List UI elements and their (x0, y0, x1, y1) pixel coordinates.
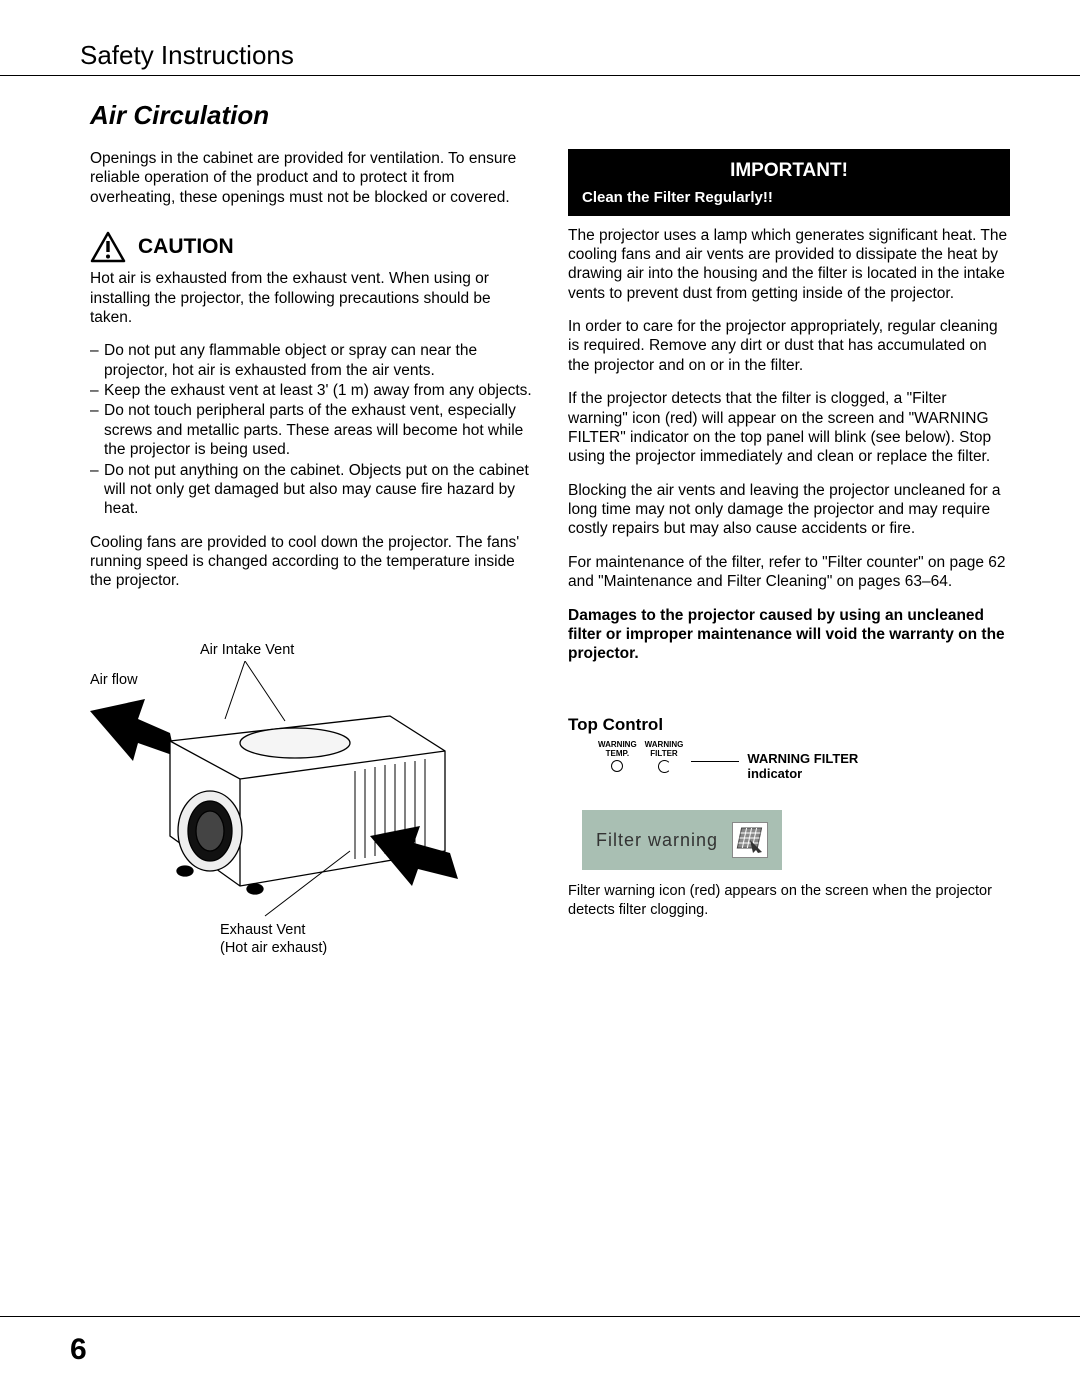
projector-svg (90, 661, 510, 961)
paragraph: In order to care for the projector appro… (568, 317, 1010, 375)
top-control-title: Top Control (568, 714, 1010, 735)
filter-warning-caption: Filter warning icon (red) appears on the… (568, 882, 1010, 920)
chapter-title: Safety Instructions (80, 40, 1010, 71)
paragraph: The projector uses a lamp which generate… (568, 226, 1010, 304)
two-column-layout: Openings in the cabinet are provided for… (90, 149, 1010, 981)
important-title: IMPORTANT! (582, 159, 996, 183)
section-title: Air Circulation (90, 100, 1010, 131)
warning-temp-indicator: WARNING TEMP. (598, 741, 637, 773)
filter-warning-text: Filter warning (596, 829, 718, 852)
paragraph: For maintenance of the filter, refer to … (568, 553, 1010, 592)
filter-warning-badge: Filter warning (582, 810, 782, 870)
projector-diagram: Air flow Air Intake Vent Exhaust Vent (H… (90, 641, 532, 981)
bullet-item: Keep the exhaust vent at least 3' (1 m) … (104, 381, 532, 400)
right-column: IMPORTANT! Clean the Filter Regularly!! … (568, 149, 1010, 981)
warning-filter-indicator: WARNING FILTER (645, 741, 684, 774)
bullet-item: Do not touch peripheral parts of the exh… (104, 401, 532, 459)
indicator-lead-line (691, 761, 739, 762)
important-subtitle: Clean the Filter Regularly!! (582, 189, 996, 208)
caution-bullets: –Do not put any flammable object or spra… (90, 341, 532, 518)
caution-intro: Hot air is exhausted from the exhaust ve… (90, 269, 532, 327)
bullet-item: Do not put any flammable object or spray… (104, 341, 532, 380)
fans-paragraph: Cooling fans are provided to cool down t… (90, 533, 532, 591)
indicator-row: WARNING TEMP. WARNING FILTER WARNING FIL… (598, 741, 1010, 782)
page-number: 6 (70, 1333, 87, 1367)
caution-heading: CAUTION (90, 231, 532, 263)
caution-label: CAUTION (138, 234, 234, 260)
divider-top (0, 75, 1080, 76)
left-column: Openings in the cabinet are provided for… (90, 149, 532, 981)
filter-icon (732, 822, 768, 858)
intro-paragraph: Openings in the cabinet are provided for… (90, 149, 532, 207)
divider-bottom (0, 1316, 1080, 1317)
caution-triangle-icon (90, 231, 126, 263)
label-air-intake: Air Intake Vent (200, 641, 294, 659)
important-box: IMPORTANT! Clean the Filter Regularly!! (568, 149, 1010, 216)
warning-filter-label: WARNING FILTER indicator (747, 751, 858, 782)
paragraph: If the projector detects that the filter… (568, 389, 1010, 467)
bullet-item: Do not put anything on the cabinet. Obje… (104, 461, 532, 519)
paragraph: Blocking the air vents and leaving the p… (568, 481, 1010, 539)
damages-warning: Damages to the projector caused by using… (568, 606, 1010, 664)
